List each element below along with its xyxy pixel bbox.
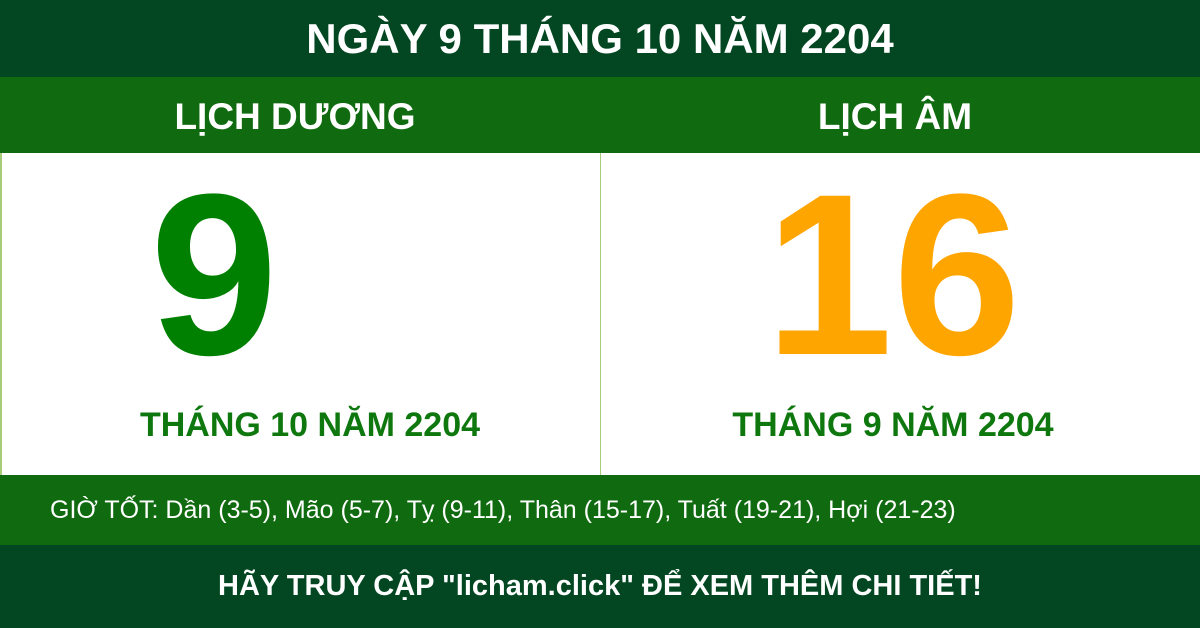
solar-month-year: THÁNG 10 NĂM 2204 [139,406,481,444]
solar-calendar-label: LỊCH DƯƠNG [174,96,416,137]
calendar-header-band: LỊCH DƯƠNG LỊCH ÂM [0,77,1200,153]
column-divider [600,153,601,475]
lunar-calendar-label: LỊCH ÂM [817,96,973,137]
good-hours: GIỜ TỐT: Dần (3-5), Mão (5-7), Tỵ (9-11)… [0,475,1200,545]
page-title: NGÀY 9 THÁNG 10 NĂM 2204 [0,0,1200,77]
footer-cta: HÃY TRUY CẬP "licham.click" ĐỂ XEM THÊM … [0,545,1200,628]
lunar-day: 16 [765,146,1021,403]
lunar-month-year: THÁNG 9 NĂM 2204 [732,406,1054,444]
solar-day: 9 [150,146,278,403]
